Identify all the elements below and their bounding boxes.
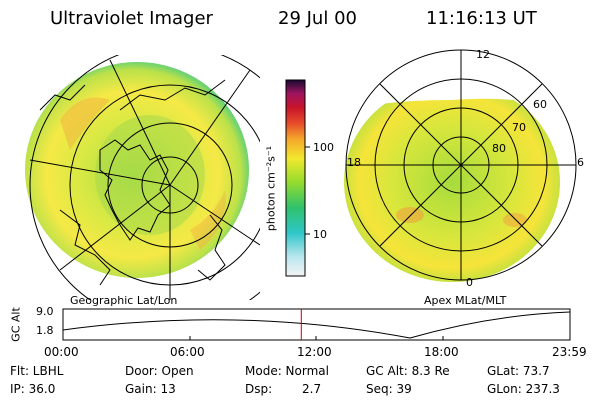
mlt-label-6: 6 bbox=[577, 156, 584, 169]
coastline bbox=[99, 139, 171, 241]
colorbar-tick-label: 10 bbox=[313, 228, 327, 241]
mlt-label-0: 0 bbox=[466, 276, 473, 289]
orbit-ytick: 1.8 bbox=[36, 324, 54, 337]
aurora-hotspot bbox=[190, 190, 226, 250]
coastline bbox=[197, 214, 226, 281]
mlt-line bbox=[379, 83, 543, 247]
glat-info: GLat: 73.7 bbox=[487, 364, 550, 378]
instrument-title: Ultraviolet Imager bbox=[50, 8, 213, 29]
coastline bbox=[39, 84, 86, 111]
meridian bbox=[109, 59, 171, 186]
meridian bbox=[169, 184, 260, 246]
orbit-xtick: 06:00 bbox=[170, 345, 205, 359]
gc-alt-info: GC Alt: 8.3 Re bbox=[366, 364, 450, 378]
orbit-ylabel: GC Alt bbox=[9, 307, 23, 342]
orbit-ytick: 9.0 bbox=[36, 305, 54, 318]
orbit-xtick: 23:59 bbox=[552, 345, 587, 359]
coastline bbox=[59, 209, 111, 286]
geographic-map bbox=[25, 55, 260, 300]
aurora-hotspot bbox=[396, 207, 424, 223]
glon-info: GLon: 237.3 bbox=[487, 382, 560, 396]
meridian bbox=[59, 184, 171, 271]
gain-info: Gain: 13 bbox=[125, 382, 176, 396]
filter-info: Flt: LBHL bbox=[10, 364, 64, 378]
colorbar bbox=[285, 79, 306, 277]
mlt-label-12: 12 bbox=[476, 48, 490, 61]
lat-circle bbox=[29, 55, 260, 300]
mlat-mlt-plot bbox=[340, 49, 577, 282]
dsp-label: Dsp: bbox=[245, 382, 273, 396]
altitude-curve bbox=[62, 311, 571, 339]
coastline bbox=[119, 79, 226, 111]
meridian bbox=[29, 159, 171, 186]
door-info: Door: Open bbox=[125, 364, 194, 378]
mask bbox=[340, 75, 560, 112]
aurora-oval-magnetic bbox=[344, 82, 560, 282]
aurora-hotspot bbox=[60, 97, 110, 150]
left-panel-caption: Geographic Lat/Lon bbox=[70, 294, 178, 307]
seq-info: Seq: 39 bbox=[366, 382, 412, 396]
right-panel-caption: Apex MLat/MLT bbox=[424, 294, 507, 307]
time-label: 11:16:13 UT bbox=[426, 8, 537, 29]
orbit-xtick: 12:00 bbox=[297, 345, 332, 359]
orbit-xtick: 18:00 bbox=[424, 345, 459, 359]
mlat-label-80: 80 bbox=[492, 142, 506, 155]
colorbar-tick-label: 100 bbox=[313, 141, 334, 154]
date-label: 29 Jul 00 bbox=[278, 8, 357, 29]
mlat-label-60: 60 bbox=[533, 98, 547, 111]
mlt-label-18: 18 bbox=[347, 156, 361, 169]
meridian bbox=[169, 69, 251, 186]
mode-info: Mode: Normal bbox=[245, 364, 329, 378]
orbit-altitude-plot bbox=[62, 308, 571, 341]
ip-info: IP: 36.0 bbox=[10, 382, 56, 396]
dsp-value: 2.7 bbox=[302, 382, 322, 396]
colorbar-unit-label: photon cm⁻²s⁻¹ bbox=[264, 145, 278, 232]
aurora-hotspot bbox=[503, 213, 527, 227]
orbit-xtick: 00:00 bbox=[44, 345, 79, 359]
mlat-label-70: 70 bbox=[512, 121, 526, 134]
